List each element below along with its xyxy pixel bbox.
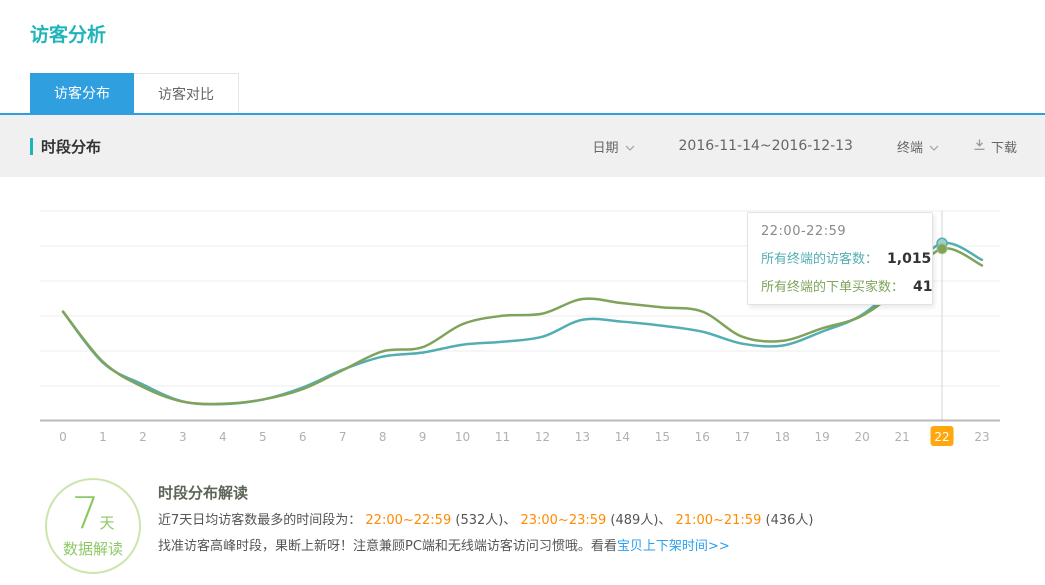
tooltip-visitors-label: 所有终端的访客数： [761,252,879,267]
terminal-dropdown-label: 终端 [896,140,923,156]
tooltip-time-range: 22:00-22:59 [761,224,847,239]
svg-text:23: 23 [974,430,989,444]
peak-time-value: 22:00~22:59 [365,513,452,528]
svg-text:3: 3 [179,430,187,444]
svg-text:9: 9 [419,430,427,444]
tab-underline [0,113,1045,115]
seven-day-badge: 7 天 数据解读 [45,478,141,574]
svg-text:11: 11 [495,430,510,444]
svg-text:13: 13 [575,430,590,444]
toolbar-controls: 日期 2016-11-14~2016-12-13 终端 [593,137,1018,156]
insight-text: 找准访客高峰时段，果断上新呀！注意兼顾PC端和无线端访客访问习惯哦。看看 [158,539,617,554]
svg-text:20: 20 [854,430,869,444]
badge-number: 7 [71,488,100,540]
insight-peak-hours-line: 近7天日均访客数最多的时间段为： 22:00~22:59 (532人)、 23:… [158,512,998,529]
svg-text:2: 2 [139,430,147,444]
date-dropdown-label: 日期 [592,140,619,156]
insight-text: (532人)、 [451,513,521,528]
svg-text:1: 1 [99,430,107,444]
badge-days: 7 天 [71,488,115,540]
download-button[interactable]: 下载 [973,137,1017,156]
section-accent-bar [30,137,33,155]
svg-text:10: 10 [455,430,470,444]
insight-link[interactable]: 宝贝上下架时间>> [616,539,730,554]
section-title: 时段分布 [41,137,102,156]
peak-time-value: 21:00~21:59 [675,513,762,528]
download-label: 下载 [990,140,1017,156]
svg-text:22: 22 [934,430,949,444]
terminal-dropdown[interactable]: 终端 [897,137,939,156]
tooltip-visitors-row: 所有终端的访客数： 1,015 [761,248,931,267]
toolbar: 时段分布 日期 2016-11-14~2016-12-13 终端 [0,115,1045,177]
svg-text:12: 12 [535,430,550,444]
svg-text:6: 6 [299,430,307,444]
svg-text:0: 0 [59,430,67,444]
insight-advice-line: 找准访客高峰时段，果断上新呀！注意兼顾PC端和无线端访客访问习惯哦。看看宝贝上下… [158,538,998,555]
svg-text:5: 5 [259,430,267,444]
insight-heading: 时段分布解读 [158,484,249,502]
svg-text:19: 19 [815,430,830,444]
date-range-value[interactable]: 2016-11-14~2016-12-13 [678,138,853,154]
chart-tooltip: 22:00-22:59 所有终端的访客数： 1,015 所有终端的下单买家数： 41 [747,212,933,305]
svg-text:7: 7 [339,430,347,444]
tooltip-buyers-row: 所有终端的下单买家数： 41 [761,276,933,295]
tab-bar: 访客分布 访客对比 [30,73,239,113]
svg-text:15: 15 [655,430,670,444]
chevron-down-icon [625,140,635,155]
insight-text: (489人)、 [606,513,676,528]
download-icon [973,138,991,155]
insight-text: (436人) [761,513,814,528]
svg-text:4: 4 [219,430,227,444]
insight-text: 近7天日均访客数最多的时间段为： [158,513,366,528]
badge-caption: 数据解读 [62,539,123,558]
tab-visitor-distribution[interactable]: 访客分布 [30,73,134,113]
date-dropdown[interactable]: 日期 [593,137,635,156]
svg-text:18: 18 [775,430,790,444]
chevron-down-icon [929,140,939,155]
page-title: 访客分析 [30,24,107,46]
section-title-wrap: 时段分布 [30,136,101,157]
svg-text:16: 16 [695,430,710,444]
svg-text:8: 8 [379,430,387,444]
tooltip-visitors-value: 1,015 [887,251,932,267]
tab-visitor-compare[interactable]: 访客对比 [134,73,239,113]
svg-text:21: 21 [894,430,909,444]
tooltip-buyers-value: 41 [913,279,933,295]
svg-text:17: 17 [735,430,750,444]
svg-text:14: 14 [615,430,630,444]
insight-content: 时段分布解读 近7天日均访客数最多的时间段为： 22:00~22:59 (532… [158,482,998,555]
badge-suffix: 天 [99,513,115,532]
peak-time-value: 23:00~23:59 [520,513,607,528]
tooltip-buyers-label: 所有终端的下单买家数： [761,280,905,295]
